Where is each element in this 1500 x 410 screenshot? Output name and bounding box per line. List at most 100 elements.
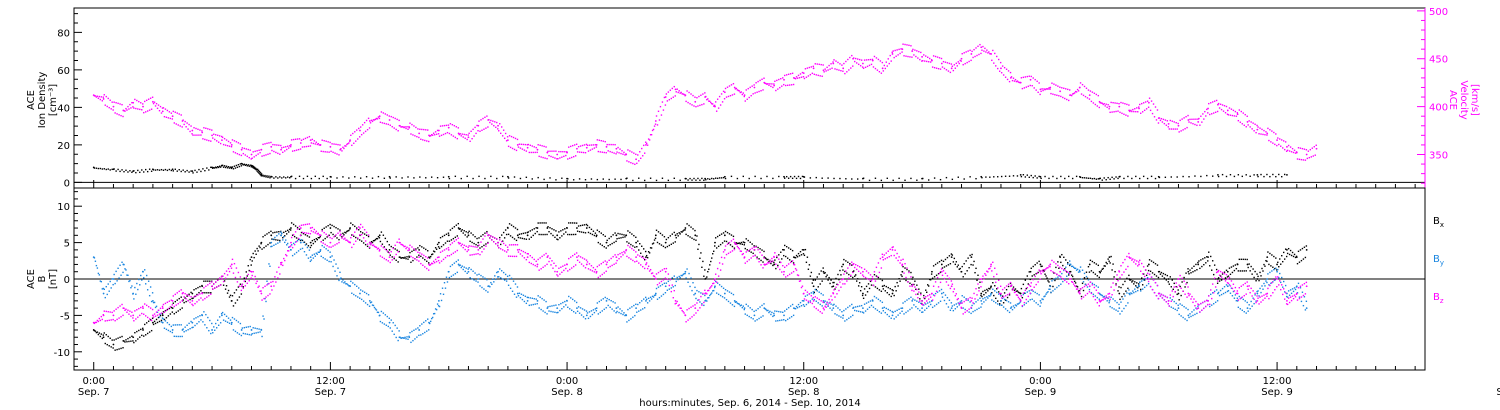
series-bx-point (267, 243, 269, 246)
velocity-series-point (333, 143, 335, 145)
series-bx-point (421, 246, 423, 248)
density-series-point (190, 170, 192, 172)
series-by-point (1095, 285, 1098, 287)
series-bx-point (141, 334, 143, 337)
velocity-series-point (629, 150, 631, 152)
series-by-point (286, 244, 288, 246)
velocity-series-point (546, 157, 548, 160)
series-bz-point (278, 266, 280, 269)
velocity-series-point (417, 128, 419, 130)
series-bx-point (1104, 265, 1106, 267)
velocity-series-point (151, 96, 154, 98)
series-bx-point (1140, 288, 1142, 291)
series-by-point (1305, 300, 1308, 303)
series-bx-point (1108, 260, 1110, 262)
velocity-series-point (815, 74, 817, 76)
series-by-point (773, 312, 775, 315)
series-by-point (986, 296, 988, 298)
velocity-series-point (1082, 94, 1085, 97)
series-bx-point (171, 311, 174, 313)
density-series-point (252, 166, 254, 169)
velocity-series-point (359, 129, 361, 132)
series-bx-point (1155, 275, 1158, 277)
series-bz-point (254, 275, 256, 278)
velocity-series-point (1045, 88, 1047, 90)
series-bx-point (350, 222, 352, 224)
density-series-point (1115, 176, 1117, 178)
series-by-point (132, 292, 135, 295)
series-by-point (771, 311, 773, 314)
density-series-point (1182, 175, 1184, 178)
density-series-point (264, 174, 266, 177)
density-series-point (1256, 173, 1259, 176)
series-by-point (1067, 263, 1069, 265)
velocity-series-point (668, 99, 671, 101)
series-bx-point (177, 310, 179, 312)
series-bx-point (1114, 270, 1116, 273)
velocity-series-point (405, 127, 407, 130)
velocity-series-point (864, 66, 867, 69)
series-bx-point (687, 234, 689, 237)
velocity-series-point (148, 109, 151, 111)
density-series-point (1040, 177, 1042, 180)
density-series-point (251, 165, 254, 167)
series-bx-point (811, 282, 814, 284)
series-bx-point (1213, 264, 1216, 266)
series-bx-point (315, 237, 318, 240)
velocity-series-point (202, 138, 204, 140)
series-bx-point (694, 234, 697, 237)
series-bz-point (107, 311, 109, 313)
velocity-series-point (819, 75, 821, 77)
series-bx-point (274, 231, 276, 234)
series-bx-point (272, 232, 274, 234)
series-by-point (236, 332, 239, 334)
density-series-point (620, 178, 622, 181)
series-by-point (94, 260, 97, 262)
series-bx-point (760, 259, 762, 262)
velocity-series-point (1262, 133, 1264, 136)
series-bx-point (435, 248, 438, 250)
density-series-point (519, 177, 522, 180)
velocity-series-point (674, 95, 676, 97)
series-bx-point (902, 265, 904, 268)
series-by-point (684, 272, 686, 275)
velocity-series-point (695, 105, 697, 108)
series-by-point (1177, 307, 1180, 310)
density-series-point (184, 171, 186, 173)
density-series-point (921, 177, 923, 180)
series-by-point (217, 324, 220, 326)
velocity-series-point (501, 135, 504, 137)
series-by-point (951, 305, 954, 307)
series-by-point (762, 315, 764, 317)
velocity-series-point (254, 150, 256, 153)
series-bx-point (434, 247, 437, 249)
series-by-point (922, 311, 924, 313)
series-bx-point (112, 347, 114, 349)
series-by-point (282, 239, 284, 241)
velocity-series-point (958, 62, 960, 65)
velocity-series-point (1292, 151, 1295, 154)
series-bx-point (943, 266, 946, 268)
series-bx-point (664, 241, 667, 244)
series-bx-point (597, 241, 600, 244)
series-bx-point (978, 287, 980, 289)
series-bx-point (1024, 279, 1027, 281)
density-series-point (1150, 175, 1153, 178)
series-bx-point (389, 254, 391, 256)
series-by-point (1121, 310, 1123, 312)
series-by-point (1123, 307, 1125, 310)
series-bx-point (500, 234, 503, 236)
series-by-point (1131, 292, 1133, 295)
velocity-series-point (116, 113, 118, 115)
series-by-point (977, 299, 979, 301)
velocity-series-point (214, 138, 216, 141)
series-bx-point (170, 306, 173, 309)
series-bx-point (1052, 285, 1054, 288)
series-bx-point (744, 247, 746, 250)
series-bx-point (666, 245, 669, 248)
velocity-series-point (131, 101, 133, 104)
series-bx-point (390, 245, 392, 248)
density-series-point (194, 169, 196, 172)
series-bz-point (311, 226, 314, 229)
